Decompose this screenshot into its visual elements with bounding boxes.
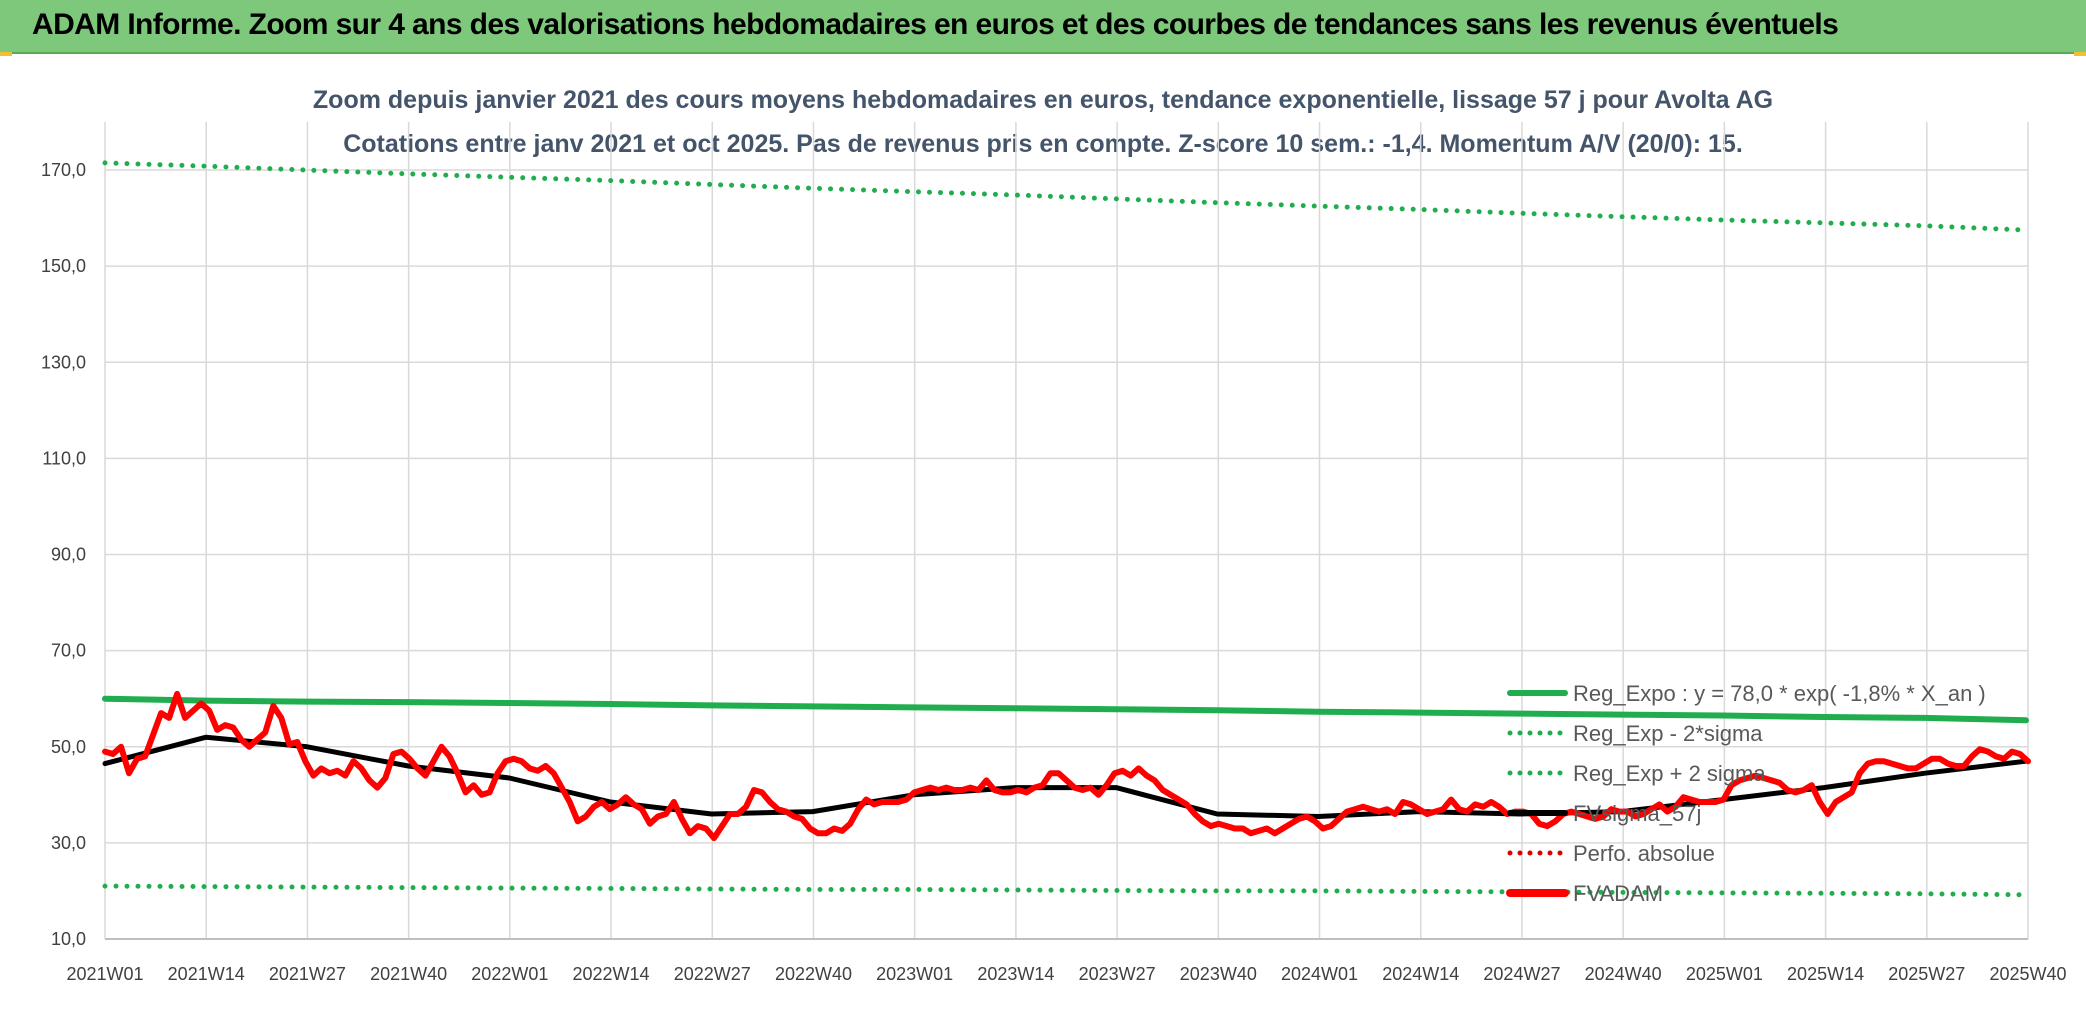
series-line-1 [102, 883, 2029, 898]
x-tick-label: 2023W40 [1180, 964, 1257, 984]
x-tick-label: 2025W40 [1989, 964, 2066, 984]
legend: Reg_Expo : y = 78,0 * exp( -1,8% * X_an … [1506, 681, 1986, 906]
x-tick-label: 2023W14 [977, 964, 1054, 984]
legend-label: Reg_Exp + 2 sigma [1573, 761, 1766, 786]
report-title: ADAM Informe. Zoom sur 4 ans des valoris… [32, 8, 1839, 41]
legend-label: FVADAM [1573, 881, 1663, 906]
corner-accent-right [2074, 52, 2086, 56]
y-tick-label: 110,0 [42, 448, 86, 468]
series-line-0 [102, 695, 2029, 724]
x-tick-label: 2025W14 [1787, 964, 1864, 984]
x-tick-label: 2022W01 [471, 964, 548, 984]
y-axis: 170,0 150,0 130,0 110,0 90,0 70,0 50,0 30,0 10,0 [41, 160, 86, 949]
legend-label: FVsigma_57j [1573, 801, 1701, 826]
x-tick-label: 2021W40 [370, 964, 447, 984]
grid-lines [104, 122, 2029, 940]
x-tick-label: 2024W01 [1281, 964, 1358, 984]
chart-subtitle: Cotations entre janv 2021 et oct 2025. P… [343, 130, 1743, 158]
x-tick-label: 2023W27 [1079, 964, 1156, 984]
x-tick-label: 2024W27 [1483, 964, 1560, 984]
x-tick-label: 2024W14 [1382, 964, 1459, 984]
y-tick-label: 70,0 [51, 641, 86, 661]
series-lines [102, 160, 2031, 898]
x-tick-label: 2025W27 [1888, 964, 1965, 984]
series-line-2 [102, 160, 2029, 233]
y-tick-label: 90,0 [51, 545, 86, 565]
x-tick-label: 2022W40 [775, 964, 852, 984]
x-axis: 2021W01 2021W14 2021W27 2021W40 2022W01 2022W… [66, 964, 2066, 984]
legend-label: Reg_Expo : y = 78,0 * exp( -1,8% * X_an … [1573, 681, 1986, 706]
x-tick-label: 2021W01 [66, 964, 143, 984]
x-tick-label: 2022W27 [674, 964, 751, 984]
legend-label: Perfo. absolue [1573, 841, 1715, 866]
y-tick-label: 170,0 [41, 160, 86, 180]
x-tick-label: 2021W14 [168, 964, 245, 984]
corner-accent-left [0, 52, 12, 56]
y-tick-label: 130,0 [41, 352, 86, 372]
y-tick-label: 10,0 [51, 929, 86, 949]
legend-label: Reg_Exp - 2*sigma [1573, 721, 1763, 746]
y-tick-label: 50,0 [51, 737, 86, 757]
x-tick-label: 2021W27 [269, 964, 346, 984]
x-tick-label: 2025W01 [1686, 964, 1763, 984]
x-tick-label: 2024W40 [1585, 964, 1662, 984]
series-line-5 [102, 690, 2031, 842]
report-banner: ADAM Informe. Zoom sur 4 ans des valoris… [0, 0, 2086, 54]
y-tick-label: 150,0 [41, 256, 86, 276]
y-tick-label: 30,0 [51, 833, 86, 853]
x-tick-label: 2023W01 [876, 964, 953, 984]
chart-title: Zoom depuis janvier 2021 des cours moyen… [313, 86, 1773, 114]
x-tick-label: 2022W14 [573, 964, 650, 984]
